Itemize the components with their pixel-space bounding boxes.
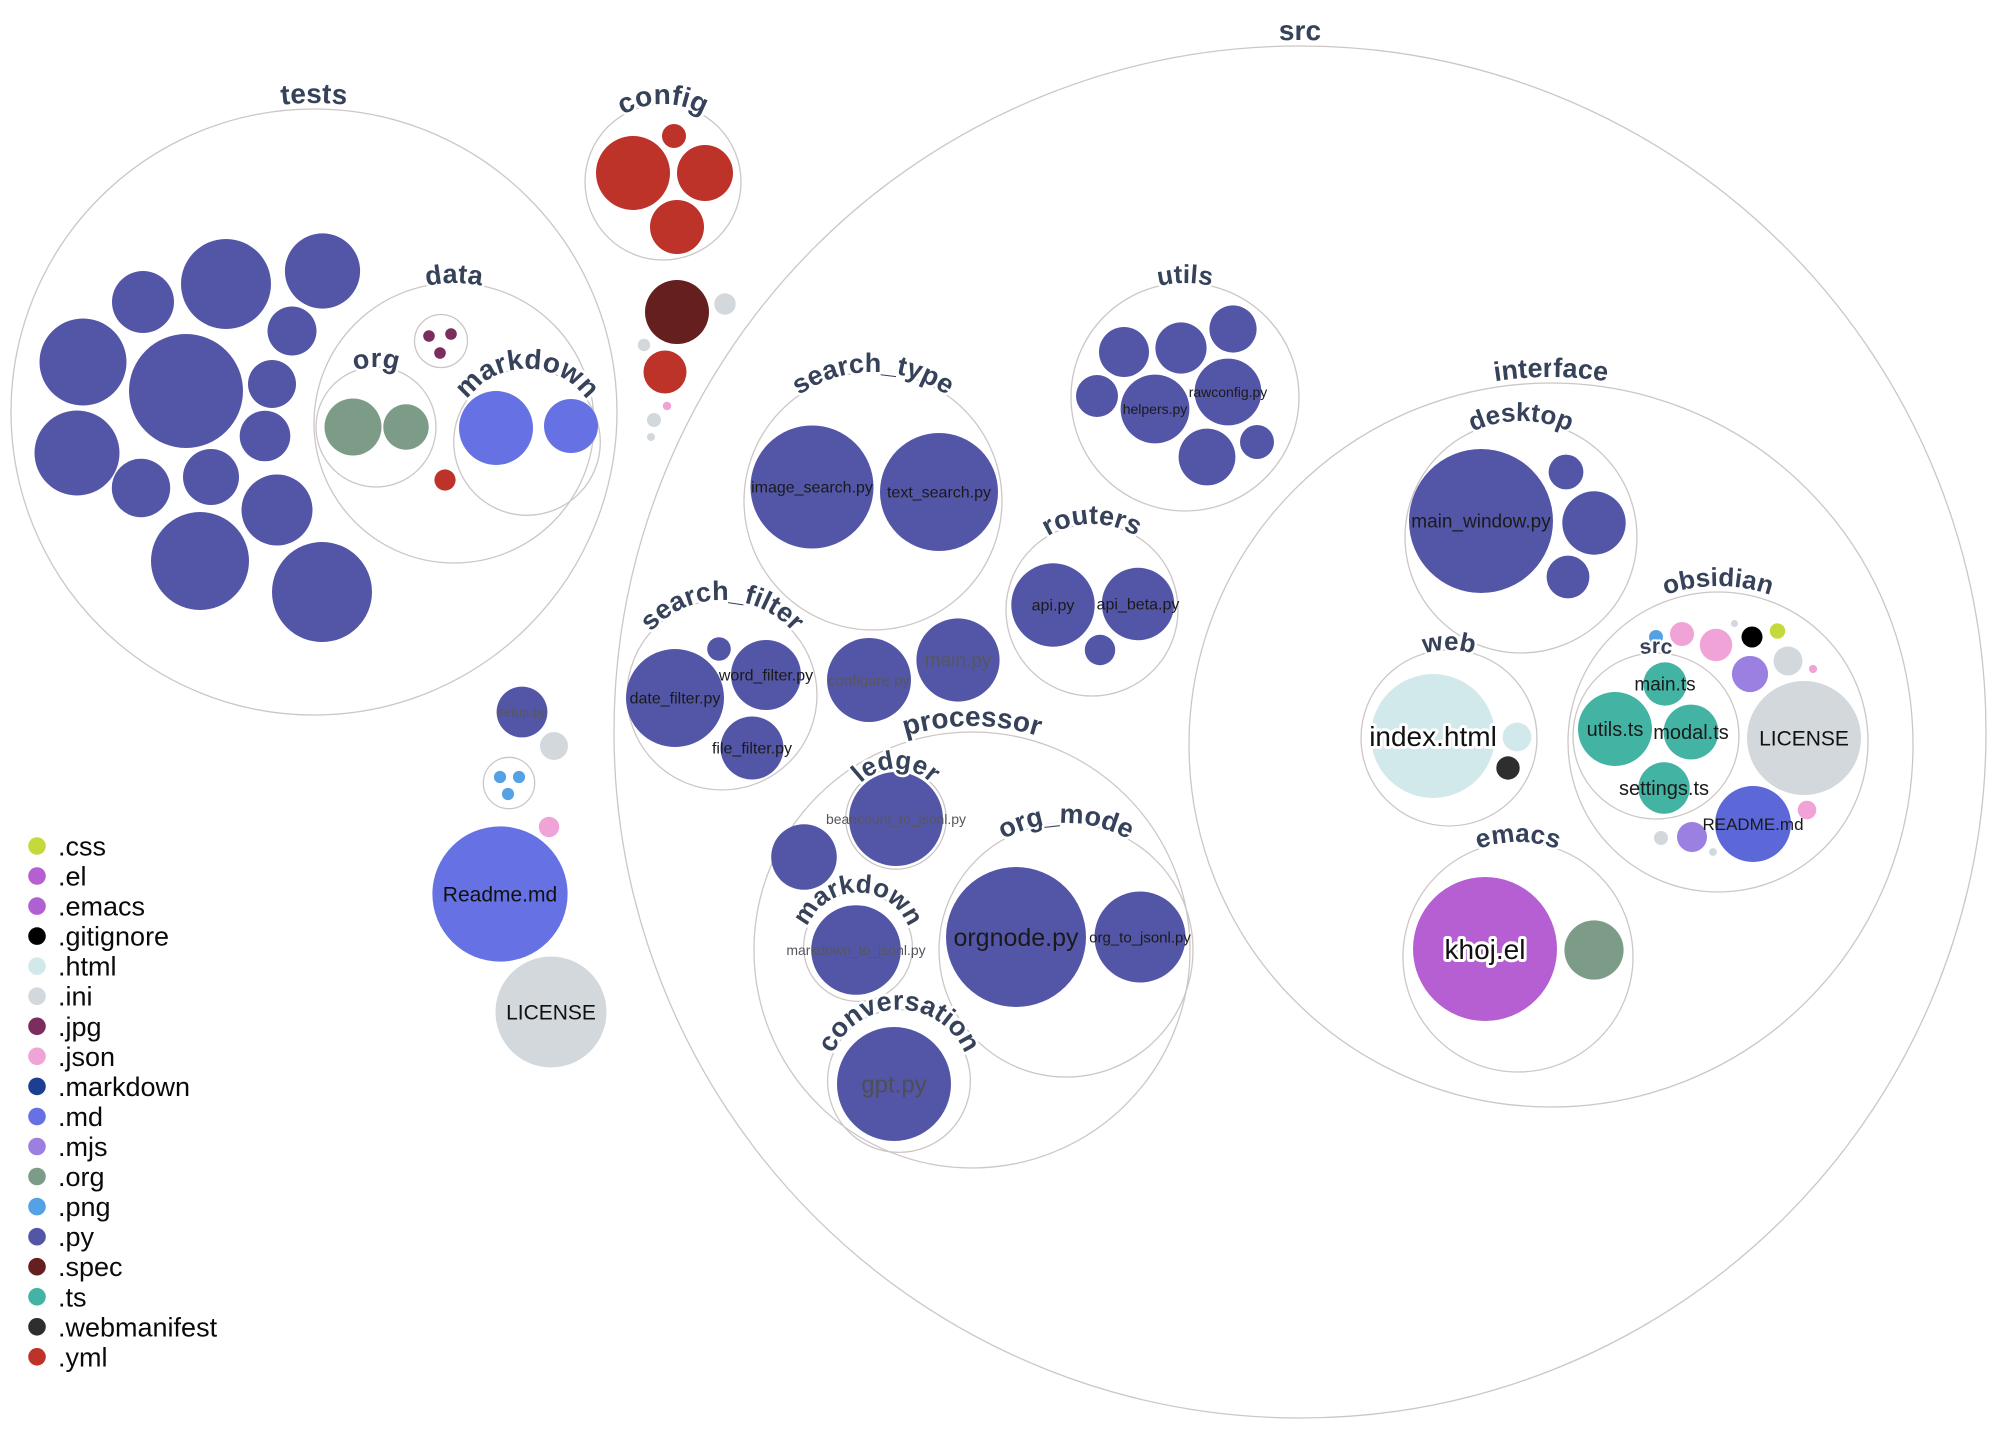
svg-text:image_search.py: image_search.py (751, 480, 873, 497)
svg-text:rawconfig.py: rawconfig.py (1189, 384, 1268, 400)
svg-text:gpt.py: gpt.py (861, 1071, 926, 1098)
svg-text:.css: .css (58, 831, 106, 861)
svg-text:date_filter.py: date_filter.py (630, 691, 721, 708)
svg-text:modal.ts: modal.ts (1653, 722, 1729, 744)
svg-text:configure.py: configure.py (828, 672, 910, 689)
svg-text:khoj.el: khoj.el (1445, 934, 1526, 965)
svg-text:api_beta.py: api_beta.py (1097, 597, 1180, 614)
svg-text:.html: .html (58, 952, 117, 982)
svg-text:index.html: index.html (1369, 721, 1497, 752)
svg-text:org: org (349, 343, 403, 376)
svg-text:file_filter.py: file_filter.py (712, 741, 792, 758)
svg-text:.ini: .ini (58, 982, 93, 1012)
svg-text:api.py: api.py (1032, 598, 1075, 615)
svg-text:.yml: .yml (58, 1342, 108, 1372)
svg-text:src: src (1279, 15, 1322, 46)
svg-text:utils: utils (1155, 259, 1216, 292)
svg-text:.gitignore: .gitignore (58, 922, 169, 952)
svg-text:org_to_jsonl.py: org_to_jsonl.py (1089, 929, 1191, 946)
svg-text:main_window.py: main_window.py (1411, 512, 1551, 533)
svg-text:web: web (1419, 626, 1479, 659)
svg-text:setup.py: setup.py (497, 705, 547, 720)
svg-text:markdown_to_jsonl.py: markdown_to_jsonl.py (786, 942, 925, 958)
svg-text:.org: .org (58, 1162, 105, 1192)
svg-text:data: data (423, 259, 486, 292)
svg-text:main.ts: main.ts (1634, 675, 1695, 696)
svg-text:helpers.py: helpers.py (1123, 401, 1188, 417)
svg-text:text_search.py: text_search.py (887, 485, 991, 502)
svg-text:settings.ts: settings.ts (1619, 778, 1709, 800)
svg-text:.json: .json (58, 1042, 115, 1072)
svg-text:.mjs: .mjs (58, 1132, 108, 1162)
svg-text:word_filter.py: word_filter.py (718, 668, 813, 685)
svg-text:LICENSE: LICENSE (506, 1001, 596, 1024)
svg-text:.py: .py (58, 1222, 95, 1252)
svg-text:.ts: .ts (58, 1282, 87, 1312)
svg-text:.png: .png (58, 1192, 111, 1222)
svg-text:.markdown: .markdown (58, 1072, 190, 1102)
svg-text:.jpg: .jpg (58, 1012, 102, 1042)
svg-text:.emacs: .emacs (58, 892, 145, 922)
svg-text:.spec: .spec (58, 1252, 123, 1282)
svg-text:LICENSE: LICENSE (1759, 727, 1849, 750)
svg-text:.md: .md (58, 1102, 103, 1132)
svg-text:orgnode.py: orgnode.py (953, 924, 1079, 952)
svg-text:Readme.md: Readme.md (443, 883, 557, 906)
svg-text:beancount_to_jsonl.py: beancount_to_jsonl.py (826, 811, 966, 827)
svg-text:README.md: README.md (1702, 815, 1803, 834)
svg-text:main.py: main.py (925, 651, 992, 672)
svg-text:.el: .el (58, 861, 87, 891)
svg-text:utils.ts: utils.ts (1587, 719, 1644, 741)
svg-text:interface: interface (1492, 353, 1611, 387)
svg-text:src: src (1638, 635, 1674, 659)
svg-text:.webmanifest: .webmanifest (58, 1312, 218, 1342)
